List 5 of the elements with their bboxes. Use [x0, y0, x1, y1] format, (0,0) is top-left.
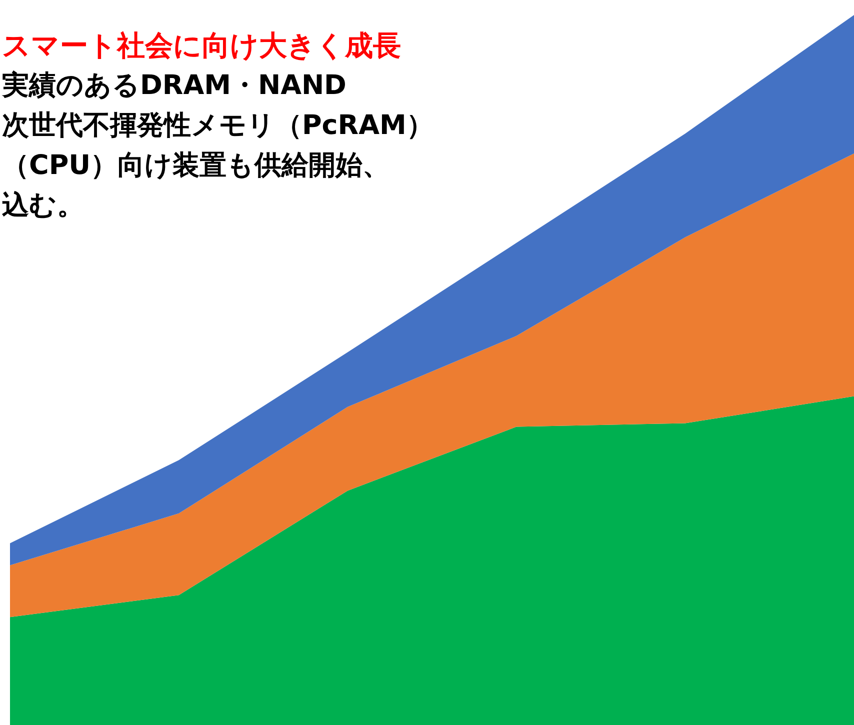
annotation: 次世代不揮発性メモリ（PcRAM）: [2, 109, 434, 143]
annotation: 実績のあるDRAM・NAND: [2, 69, 348, 103]
text: スマート社会に向け大きく成長: [2, 28, 402, 64]
annotation: 込む。: [2, 189, 85, 223]
annotation: （CPU）向け装置も供給開始、: [2, 149, 391, 183]
